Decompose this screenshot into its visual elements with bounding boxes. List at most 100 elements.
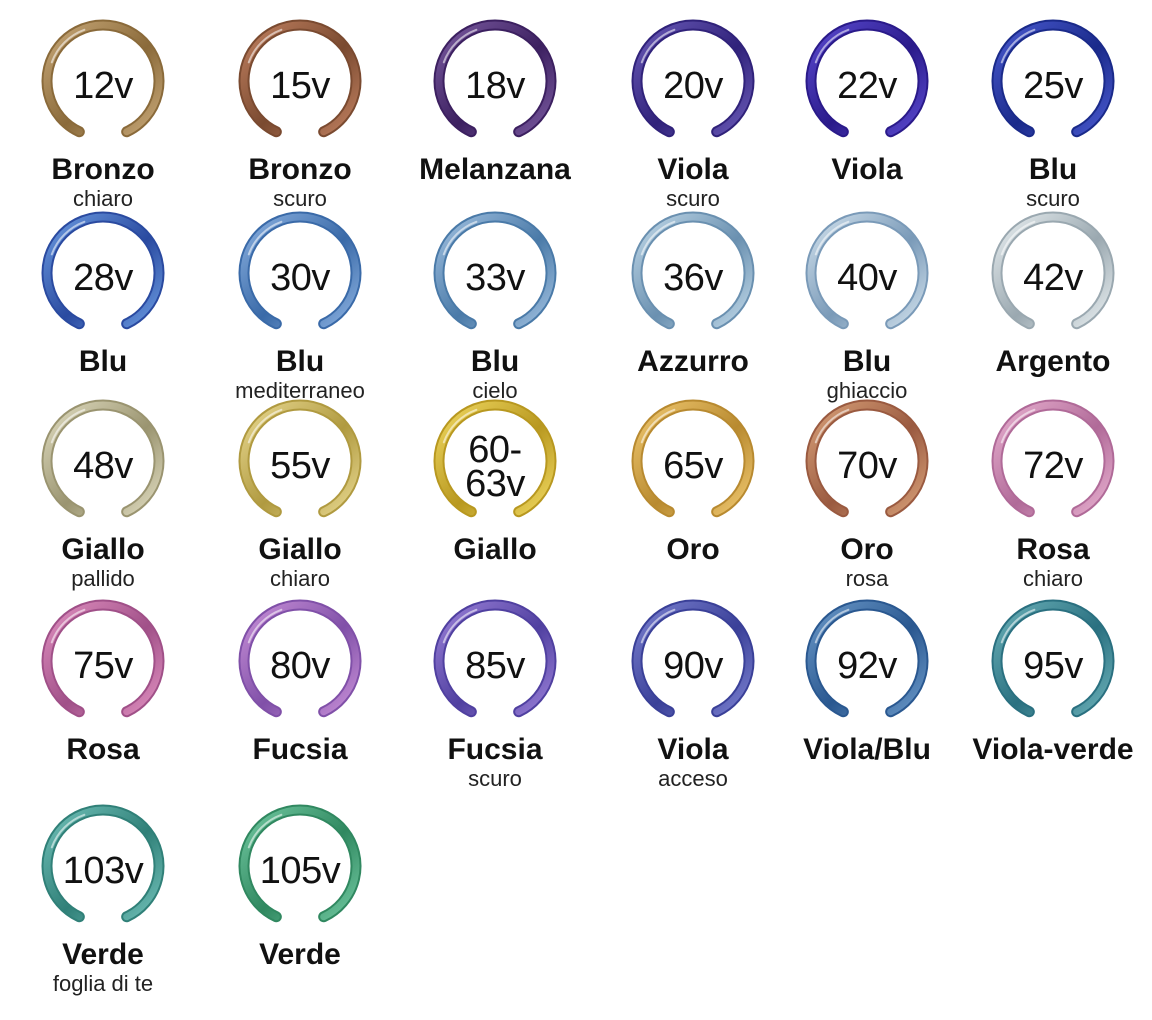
ring-icon [433,19,557,138]
color-name: Viola [831,153,903,186]
color-shade: scuro [468,766,522,791]
ring-icon [433,211,557,330]
ring-icon [238,399,362,518]
color-swatch: 33v Blu cielo [400,207,590,407]
color-name: Oro [840,533,894,566]
voltage-label: 40v [837,257,897,299]
color-swatch: 22v Viola [772,15,962,215]
color-name: Giallo [453,533,537,566]
color-swatch: 72v Rosa chiaro [958,395,1148,595]
color-shade: rosa [845,566,889,591]
ring-icon [631,399,755,518]
ring-icon [991,19,1115,138]
color-swatch: 90v Viola acceso [598,595,788,795]
color-name: Bronzo [51,153,155,186]
color-name: Viola [657,733,729,766]
color-swatch: 28v Blu [8,207,198,407]
color-swatch: 18v Melanzana [400,15,590,215]
color-swatch: 12v Bronzo chiaro [8,15,198,215]
color-swatch: 25v Blu scuro [958,15,1148,215]
color-swatch: 95v Viola-verde [958,595,1148,795]
voltage-label: 105v [259,850,341,892]
voltage-label: 12v [73,65,133,107]
ring-icon [991,211,1115,330]
ring-icon [631,19,755,138]
color-name: Fucsia [252,733,348,766]
color-swatch: 30v Blu mediterraneo [205,207,395,407]
color-swatch: 42v Argento [958,207,1148,407]
voltage-label: 80v [270,645,330,687]
color-swatch: 80v Fucsia [205,595,395,795]
voltage-label: 30v [270,257,330,299]
voltage-label: 75v [73,645,133,687]
color-shade: chiaro [270,566,330,591]
ring-icon [631,211,755,330]
ring-icon [631,599,755,718]
color-shade: ghiaccio [826,378,908,403]
ring-icon [805,399,929,518]
voltage-label: 85v [465,645,525,687]
color-shade: cielo [472,378,518,403]
ring-icon [41,399,165,518]
color-name: Rosa [66,733,140,766]
voltage-label: 33v [465,257,525,299]
ring-icon [433,399,557,518]
ring-icon [805,211,929,330]
ring-icon [805,599,929,718]
voltage-label: 36v [663,257,723,299]
color-swatch: 48v Giallo pallido [8,395,198,595]
color-swatch: 75v Rosa [8,595,198,795]
color-shade: chiaro [1023,566,1083,591]
color-shade: pallido [71,566,135,591]
color-swatch: 92v Viola/Blu [772,595,962,795]
color-name: Melanzana [419,153,571,186]
color-shade: scuro [273,186,327,211]
voltage-label: 92v [837,645,897,687]
voltage-label: 20v [663,65,723,107]
voltage-label: 55v [270,445,330,487]
color-name: Giallo [61,533,145,566]
color-name: Oro [666,533,720,566]
color-swatch: 85v Fucsia scuro [400,595,590,795]
ring-icon [41,19,165,138]
color-name: Blu [1028,153,1078,186]
color-shade: mediterraneo [235,378,365,403]
color-shade: acceso [658,766,728,791]
voltage-label: 70v [837,445,897,487]
color-name: Argento [995,345,1111,378]
voltage-label: 90v [663,645,723,687]
voltage-label: 28v [73,257,133,299]
color-swatch: 103v Verde foglia di te [8,800,198,1000]
color-name: Viola-verde [972,733,1134,766]
ring-icon [991,399,1115,518]
voltage-label: 18v [465,65,525,107]
ring-icon [238,599,362,718]
voltage-label: 95v [1023,645,1083,687]
ring-icon [238,804,362,923]
color-name: Verde [62,938,144,971]
ring-icon [805,19,929,138]
ring-icon [41,804,165,923]
ring-icon [991,599,1115,718]
color-name: Verde [259,938,341,971]
color-name: Rosa [1016,533,1090,566]
ring-icon [238,211,362,330]
color-name: Fucsia [447,733,543,766]
ring-icon [433,599,557,718]
color-name: Blu [78,345,128,378]
color-name: Bronzo [248,153,352,186]
voltage-label: 60- 63v [465,429,525,505]
color-swatch: 105v Verde [205,800,395,1000]
voltage-label: 103v [62,850,144,892]
color-swatch: 20v Viola scuro [598,15,788,215]
color-name: Blu [842,345,892,378]
voltage-label: 48v [73,445,133,487]
ring-icon [238,19,362,138]
color-shade: chiaro [73,186,133,211]
voltage-label: 72v [1023,445,1083,487]
voltage-label: 65v [663,445,723,487]
color-name: Viola [657,153,729,186]
color-shade: scuro [666,186,720,211]
voltage-label: 42v [1023,257,1083,299]
